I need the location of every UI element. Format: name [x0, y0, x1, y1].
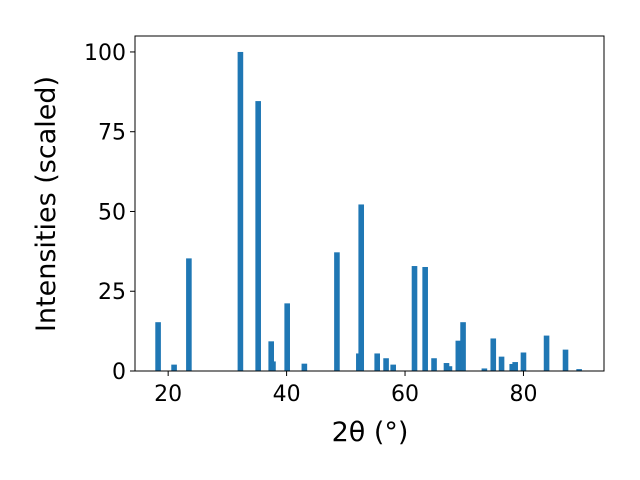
- bar: [460, 322, 466, 371]
- bar: [155, 322, 161, 371]
- x-tick-label: 20: [154, 382, 182, 407]
- bar: [422, 266, 428, 371]
- y-tick-label: 25: [98, 280, 126, 305]
- bar: [284, 303, 290, 371]
- bar: [490, 338, 497, 371]
- bar: [411, 266, 418, 371]
- bar: [301, 363, 308, 371]
- bar: [443, 363, 450, 371]
- bar: [171, 364, 177, 371]
- bar: [270, 361, 276, 371]
- bar: [358, 204, 365, 371]
- bar: [431, 358, 437, 371]
- bar: [498, 356, 505, 371]
- x-tick-label: 80: [509, 382, 537, 407]
- x-axis-label: 2θ (°): [332, 417, 409, 448]
- bar: [334, 252, 340, 371]
- bar: [543, 335, 550, 371]
- x-tick-label: 40: [273, 382, 301, 407]
- bar: [255, 101, 261, 371]
- y-tick-label: 50: [98, 200, 126, 225]
- bar: [383, 358, 389, 371]
- bar: [446, 366, 453, 371]
- y-tick-label: 75: [98, 121, 126, 146]
- plot-frame: [134, 35, 605, 372]
- bar: [562, 349, 569, 371]
- bar: [509, 363, 516, 371]
- bar: [237, 51, 244, 371]
- bar: [512, 362, 518, 371]
- bar: [481, 368, 488, 371]
- x-tick-label: 60: [391, 382, 419, 407]
- bar: [576, 369, 582, 371]
- bar: [268, 341, 274, 371]
- bar: [520, 352, 527, 371]
- bar: [455, 340, 462, 371]
- bar: [374, 353, 380, 371]
- y-tick-label: 100: [84, 41, 126, 66]
- bar: [186, 258, 192, 371]
- bar: [390, 364, 396, 371]
- y-tick-label: 0: [112, 360, 126, 385]
- y-axis-label: Intensities (scaled): [31, 76, 62, 332]
